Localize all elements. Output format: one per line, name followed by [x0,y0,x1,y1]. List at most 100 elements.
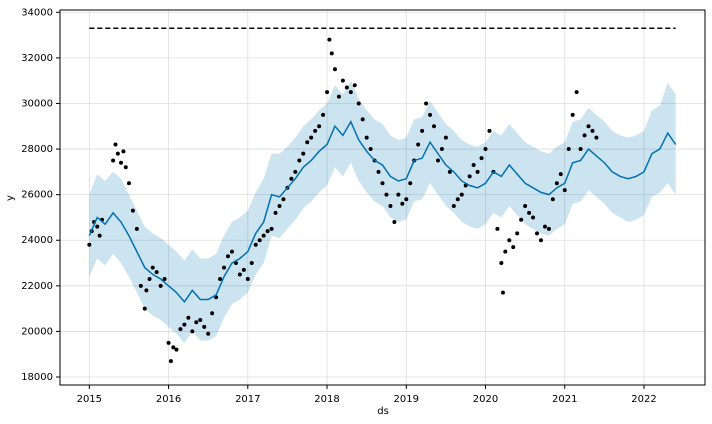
observed-point [352,83,357,88]
observed-point [554,181,559,186]
observed-point [515,231,520,236]
observed-point [500,290,505,295]
observed-point [253,242,258,247]
observed-point [130,208,135,213]
uncertainty-band [89,80,676,343]
observed-point [400,201,405,206]
observed-point [388,204,393,209]
observed-point [542,224,547,229]
observed-point [523,204,528,209]
observed-point [144,288,149,293]
observed-point [269,226,274,231]
observed-point [582,133,587,138]
observed-point [222,265,227,270]
y-tick-label: 28000 [21,144,53,155]
observed-point [166,340,171,345]
observed-point [190,329,195,334]
observed-point [475,169,480,174]
observed-point [249,261,254,266]
observed-point [273,210,278,215]
x-axis-label: ds [377,406,389,417]
observed-point [384,192,389,197]
observed-point [115,151,120,156]
observed-point [237,272,242,277]
observed-point [261,233,266,238]
observed-point [87,242,92,247]
observed-point [574,90,579,95]
observed-point [225,254,230,259]
observed-point [538,238,543,243]
observed-point [495,226,500,231]
y-tick-label: 26000 [21,190,53,201]
observed-point [178,327,183,332]
observed-point [519,217,524,222]
observed-point [289,176,294,181]
observed-point [535,231,540,236]
observed-point [174,347,179,352]
x-tick-label: 2017 [235,394,260,405]
observed-point [447,169,452,174]
observed-point [467,174,472,179]
observed-point [229,249,234,254]
observed-point [245,276,250,281]
observed-point [531,215,536,220]
observed-point [408,181,413,186]
observed-point [336,94,341,99]
observed-point [142,306,147,311]
observed-point [424,101,429,106]
observed-point [499,261,504,266]
y-tick-label: 22000 [21,281,53,292]
y-tick-label: 18000 [21,372,53,383]
observed-point [392,220,397,225]
observed-point [182,322,187,327]
observed-point [507,238,512,243]
observed-point [126,181,131,186]
observed-point [483,147,488,152]
observed-point [113,142,118,147]
observed-point [325,90,330,95]
observed-point [138,283,143,288]
observed-point [443,135,448,140]
observed-point [329,51,334,56]
observed-point [281,197,286,202]
observed-point [380,181,385,186]
observed-point [97,233,102,238]
plot-background [60,10,705,385]
x-tick-label: 2020 [473,394,498,405]
observed-point [503,249,508,254]
observed-point [186,315,191,320]
observed-point [428,112,433,117]
observed-point [439,147,444,152]
observed-point [435,158,440,163]
observed-point [332,67,337,72]
observed-point [198,318,203,323]
observed-point [396,192,401,197]
observed-point [147,276,152,281]
observed-point [550,197,555,202]
observed-point [455,197,460,202]
observed-point [344,85,349,90]
observed-point [432,124,437,129]
x-tick-label: 2016 [156,394,181,405]
observed-point [277,204,282,209]
observed-point [317,124,322,129]
y-tick-label: 32000 [21,53,53,64]
observed-point [586,124,591,129]
observed-point [368,147,373,152]
observed-point [327,37,332,42]
y-tick-label: 30000 [21,98,53,109]
observed-point [562,188,567,193]
x-tick-label: 2018 [314,394,339,405]
observed-point [158,283,163,288]
observed-point [313,128,318,133]
observed-point [578,147,583,152]
observed-point [590,128,595,133]
observed-point [340,78,345,83]
observed-point [257,238,262,243]
observed-point [293,169,298,174]
observed-point [420,128,425,133]
observed-point [360,117,365,122]
y-axis-label: y [5,195,16,201]
